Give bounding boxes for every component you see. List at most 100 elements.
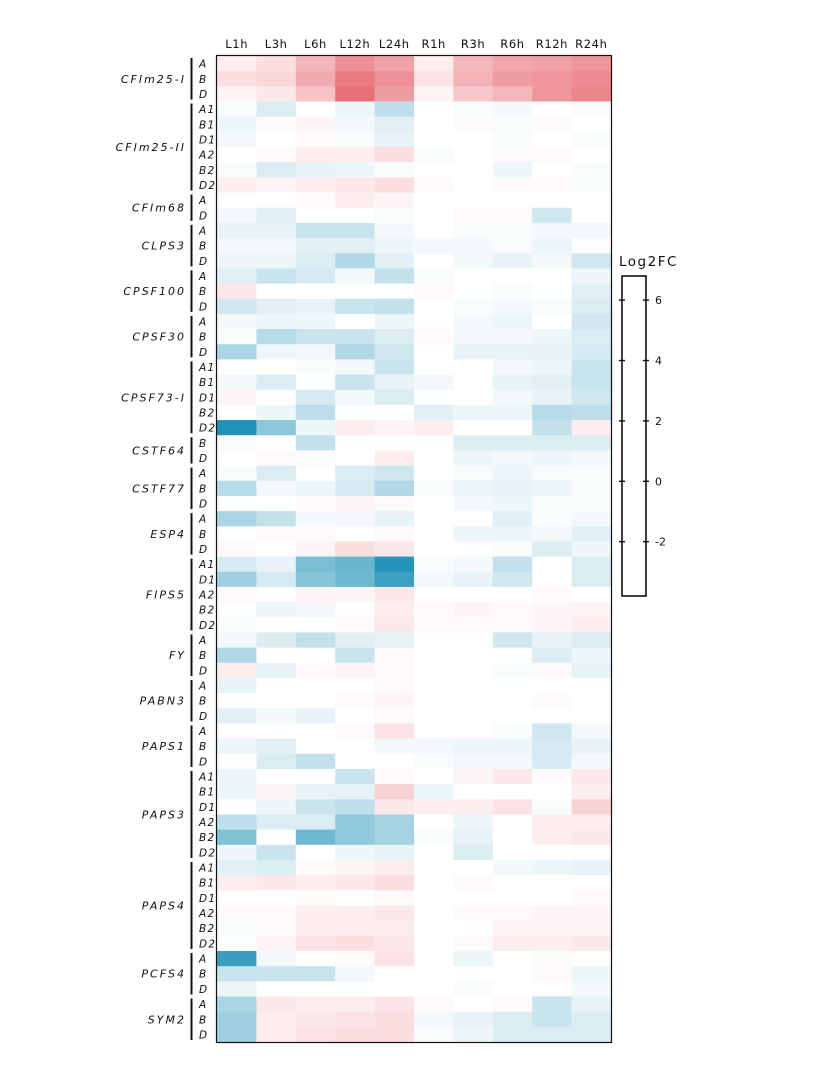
heatmap-cell-clps3-d-r6h: [492, 253, 533, 269]
heatmap-cell-cfim25-i-d-r3h: [453, 86, 494, 102]
heatmap-cell-cpsf30-d-r1h: [414, 344, 454, 360]
heatmap-cell-cfim25-i-a-l12h: [335, 56, 375, 72]
heatmap-cell-sym2-a-r12h: [532, 996, 572, 1013]
heatmap-cell-paps1-a-r3h: [453, 723, 494, 740]
heatmap-cell-cpsf73-i-d2-l1h: [217, 420, 257, 436]
column-label-l6h: L6h: [304, 37, 327, 51]
column-label-l3h: L3h: [265, 37, 288, 51]
heatmap-cell-paps4-a2-l1h: [217, 905, 257, 922]
heatmap-cell-cpsf73-i-d1-r24h: [571, 389, 612, 406]
heatmap-cell-paps3-a1-r24h: [571, 768, 612, 785]
heatmap-cell-cpsf73-i-a1-l3h: [256, 359, 297, 375]
heatmap-cell-pabn3-b-r3h: [453, 693, 494, 709]
heatmap-cell-paps4-a1-r24h: [571, 859, 612, 876]
heatmap-cell-esp4-b-l24h: [374, 526, 415, 542]
heatmap-cell-cfim68-d-r3h: [453, 207, 494, 224]
heatmap-cell-cpsf73-i-d1-l24h: [374, 389, 415, 406]
heatmap-cell-cstf77-b-l1h: [217, 480, 257, 497]
heatmap-cell-pcfs4-a-r1h: [414, 950, 454, 967]
heatmap-cell-cfim68-a-r6h: [492, 192, 533, 209]
heatmap-cell-fy-b-r12h: [532, 647, 572, 664]
heatmap-cell-cpsf30-b-l12h: [335, 329, 375, 345]
heatmap-cell-cfim25-ii-d1-l1h: [217, 131, 257, 148]
gene-label-pcfs4: PCFS4: [141, 968, 186, 981]
heatmap-cell-paps4-a2-l24h: [374, 905, 415, 922]
heatmap-cell-fy-a-l1h: [217, 632, 257, 648]
heatmap-cell-pcfs4-a-r12h: [532, 950, 572, 967]
heatmap-cell-cstf77-a-r6h: [492, 465, 533, 482]
heatmap-cell-fips5-b2-l12h: [335, 602, 375, 618]
heatmap-cell-paps4-a1-l6h: [295, 859, 336, 876]
heatmap-cell-cpsf100-b-r24h: [571, 283, 612, 300]
heatmap-cell-cfim25-ii-b2-r12h: [532, 162, 572, 178]
heatmap-cell-cpsf100-d-l24h: [374, 298, 415, 315]
heatmap-cell-fips5-d1-l24h: [374, 571, 415, 588]
colorbar-tick-label: 0: [655, 475, 662, 488]
heatmap-cell-paps3-b2-r24h: [571, 829, 612, 846]
row-label-cfim68-d: D: [199, 210, 208, 222]
heatmap-cell-paps1-a-l1h: [217, 723, 257, 740]
heatmap-cell-cpsf100-b-l6h: [295, 283, 336, 300]
heatmap-cell-cfim25-ii-d2-l1h: [217, 177, 257, 193]
heatmap-cell-cstf77-b-r1h: [414, 480, 454, 497]
heatmap-cell-cfim25-ii-d1-l12h: [335, 131, 375, 148]
heatmap-cell-paps3-d2-l1h: [217, 844, 257, 861]
heatmap-cell-cpsf73-i-a1-r24h: [571, 359, 612, 375]
heatmap-cell-paps1-b-r3h: [453, 738, 494, 755]
heatmap-cell-cfim25-ii-a2-l12h: [335, 147, 375, 163]
heatmap-cell-cstf64-b-r6h: [492, 435, 533, 451]
heatmap-cell-cstf77-b-r3h: [453, 480, 494, 497]
heatmap-cell-paps3-a1-l6h: [295, 768, 336, 785]
heatmap-cell-cpsf73-i-b1-r3h: [453, 374, 494, 391]
heatmap-cell-cstf64-b-r1h: [414, 435, 454, 451]
heatmap-cell-cfim25-ii-a2-r24h: [571, 147, 612, 163]
heatmap-cell-pcfs4-a-r6h: [492, 950, 533, 967]
heatmap-cell-pabn3-a-r3h: [453, 677, 494, 694]
heatmap-cell-cpsf73-i-d1-l3h: [256, 389, 297, 406]
heatmap-cell-esp4-d-l24h: [374, 541, 415, 557]
row-label-cfim68-a: A: [198, 195, 207, 207]
heatmap-cell-cpsf100-b-l1h: [217, 283, 257, 300]
row-label-pabn3-b: B: [199, 696, 208, 708]
heatmap-cell-cfim25-ii-b2-l12h: [335, 162, 375, 178]
heatmap-cell-sym2-b-l12h: [335, 1011, 375, 1028]
heatmap-cell-fips5-d1-l12h: [335, 571, 375, 588]
heatmap-cell-cfim25-i-b-l24h: [374, 71, 415, 87]
heatmap-cell-fy-b-r3h: [453, 647, 494, 664]
heatmap-cell-clps3-d-l6h: [295, 253, 336, 269]
heatmap-cell-cfim25-ii-d2-r3h: [453, 177, 494, 193]
heatmap-cell-sym2-d-r1h: [414, 1026, 454, 1043]
heatmap-cell-paps4-b1-r24h: [571, 875, 612, 891]
heatmap-cell-paps3-a1-l3h: [256, 768, 297, 785]
heatmap-cell-cfim25-ii-a2-l1h: [217, 147, 257, 163]
heatmap-cell-fips5-d1-l6h: [295, 571, 336, 588]
heatmap-cell-fy-b-r1h: [414, 647, 454, 664]
heatmap-cell-cpsf30-b-r24h: [571, 329, 612, 345]
heatmap-cell-paps4-d1-l6h: [295, 890, 336, 906]
heatmap-cell-paps3-a1-r3h: [453, 768, 494, 785]
heatmap-cell-cpsf73-i-d1-l1h: [217, 389, 257, 406]
column-labels: L1h L3h L6h L12h L24h R1h R3h R6h R12h R24h: [225, 37, 607, 51]
heatmap-cell-clps3-a-l6h: [295, 222, 336, 239]
heatmap-cell-paps1-d-r24h: [571, 753, 612, 770]
heatmap-cell-sym2-a-l1h: [217, 996, 257, 1013]
row-label-cstf77-d: D: [199, 498, 208, 510]
heatmap-cell-cfim25-ii-d2-l12h: [335, 177, 375, 193]
column-label-r1h: R1h: [421, 37, 445, 51]
heatmap-cell-cfim25-i-b-l1h: [217, 71, 257, 87]
row-label-paps3-d2: D2: [199, 847, 216, 859]
heatmap-cell-pabn3-d-l12h: [335, 708, 375, 724]
heatmap-cell-fips5-d1-l1h: [217, 571, 257, 588]
heatmap-cell-clps3-b-l24h: [374, 238, 415, 254]
heatmap-cell-cfim68-a-l6h: [295, 192, 336, 209]
heatmap-cell-cpsf73-i-b1-l6h: [295, 374, 336, 391]
heatmap-cell-paps4-d2-r3h: [453, 935, 494, 952]
heatmap-cell-fy-b-l12h: [335, 647, 375, 664]
heatmap-cell-cpsf30-d-l6h: [295, 344, 336, 360]
heatmap-cell-cstf64-d-l1h: [217, 450, 257, 466]
heatmap-cell-cfim25-i-b-l6h: [295, 71, 336, 87]
heatmap-cell-paps1-a-l24h: [374, 723, 415, 740]
heatmap-cell-cpsf30-d-r3h: [453, 344, 494, 360]
heatmap-cell-paps3-b1-l6h: [295, 784, 336, 800]
heatmap-cell-sym2-a-r6h: [492, 996, 533, 1013]
